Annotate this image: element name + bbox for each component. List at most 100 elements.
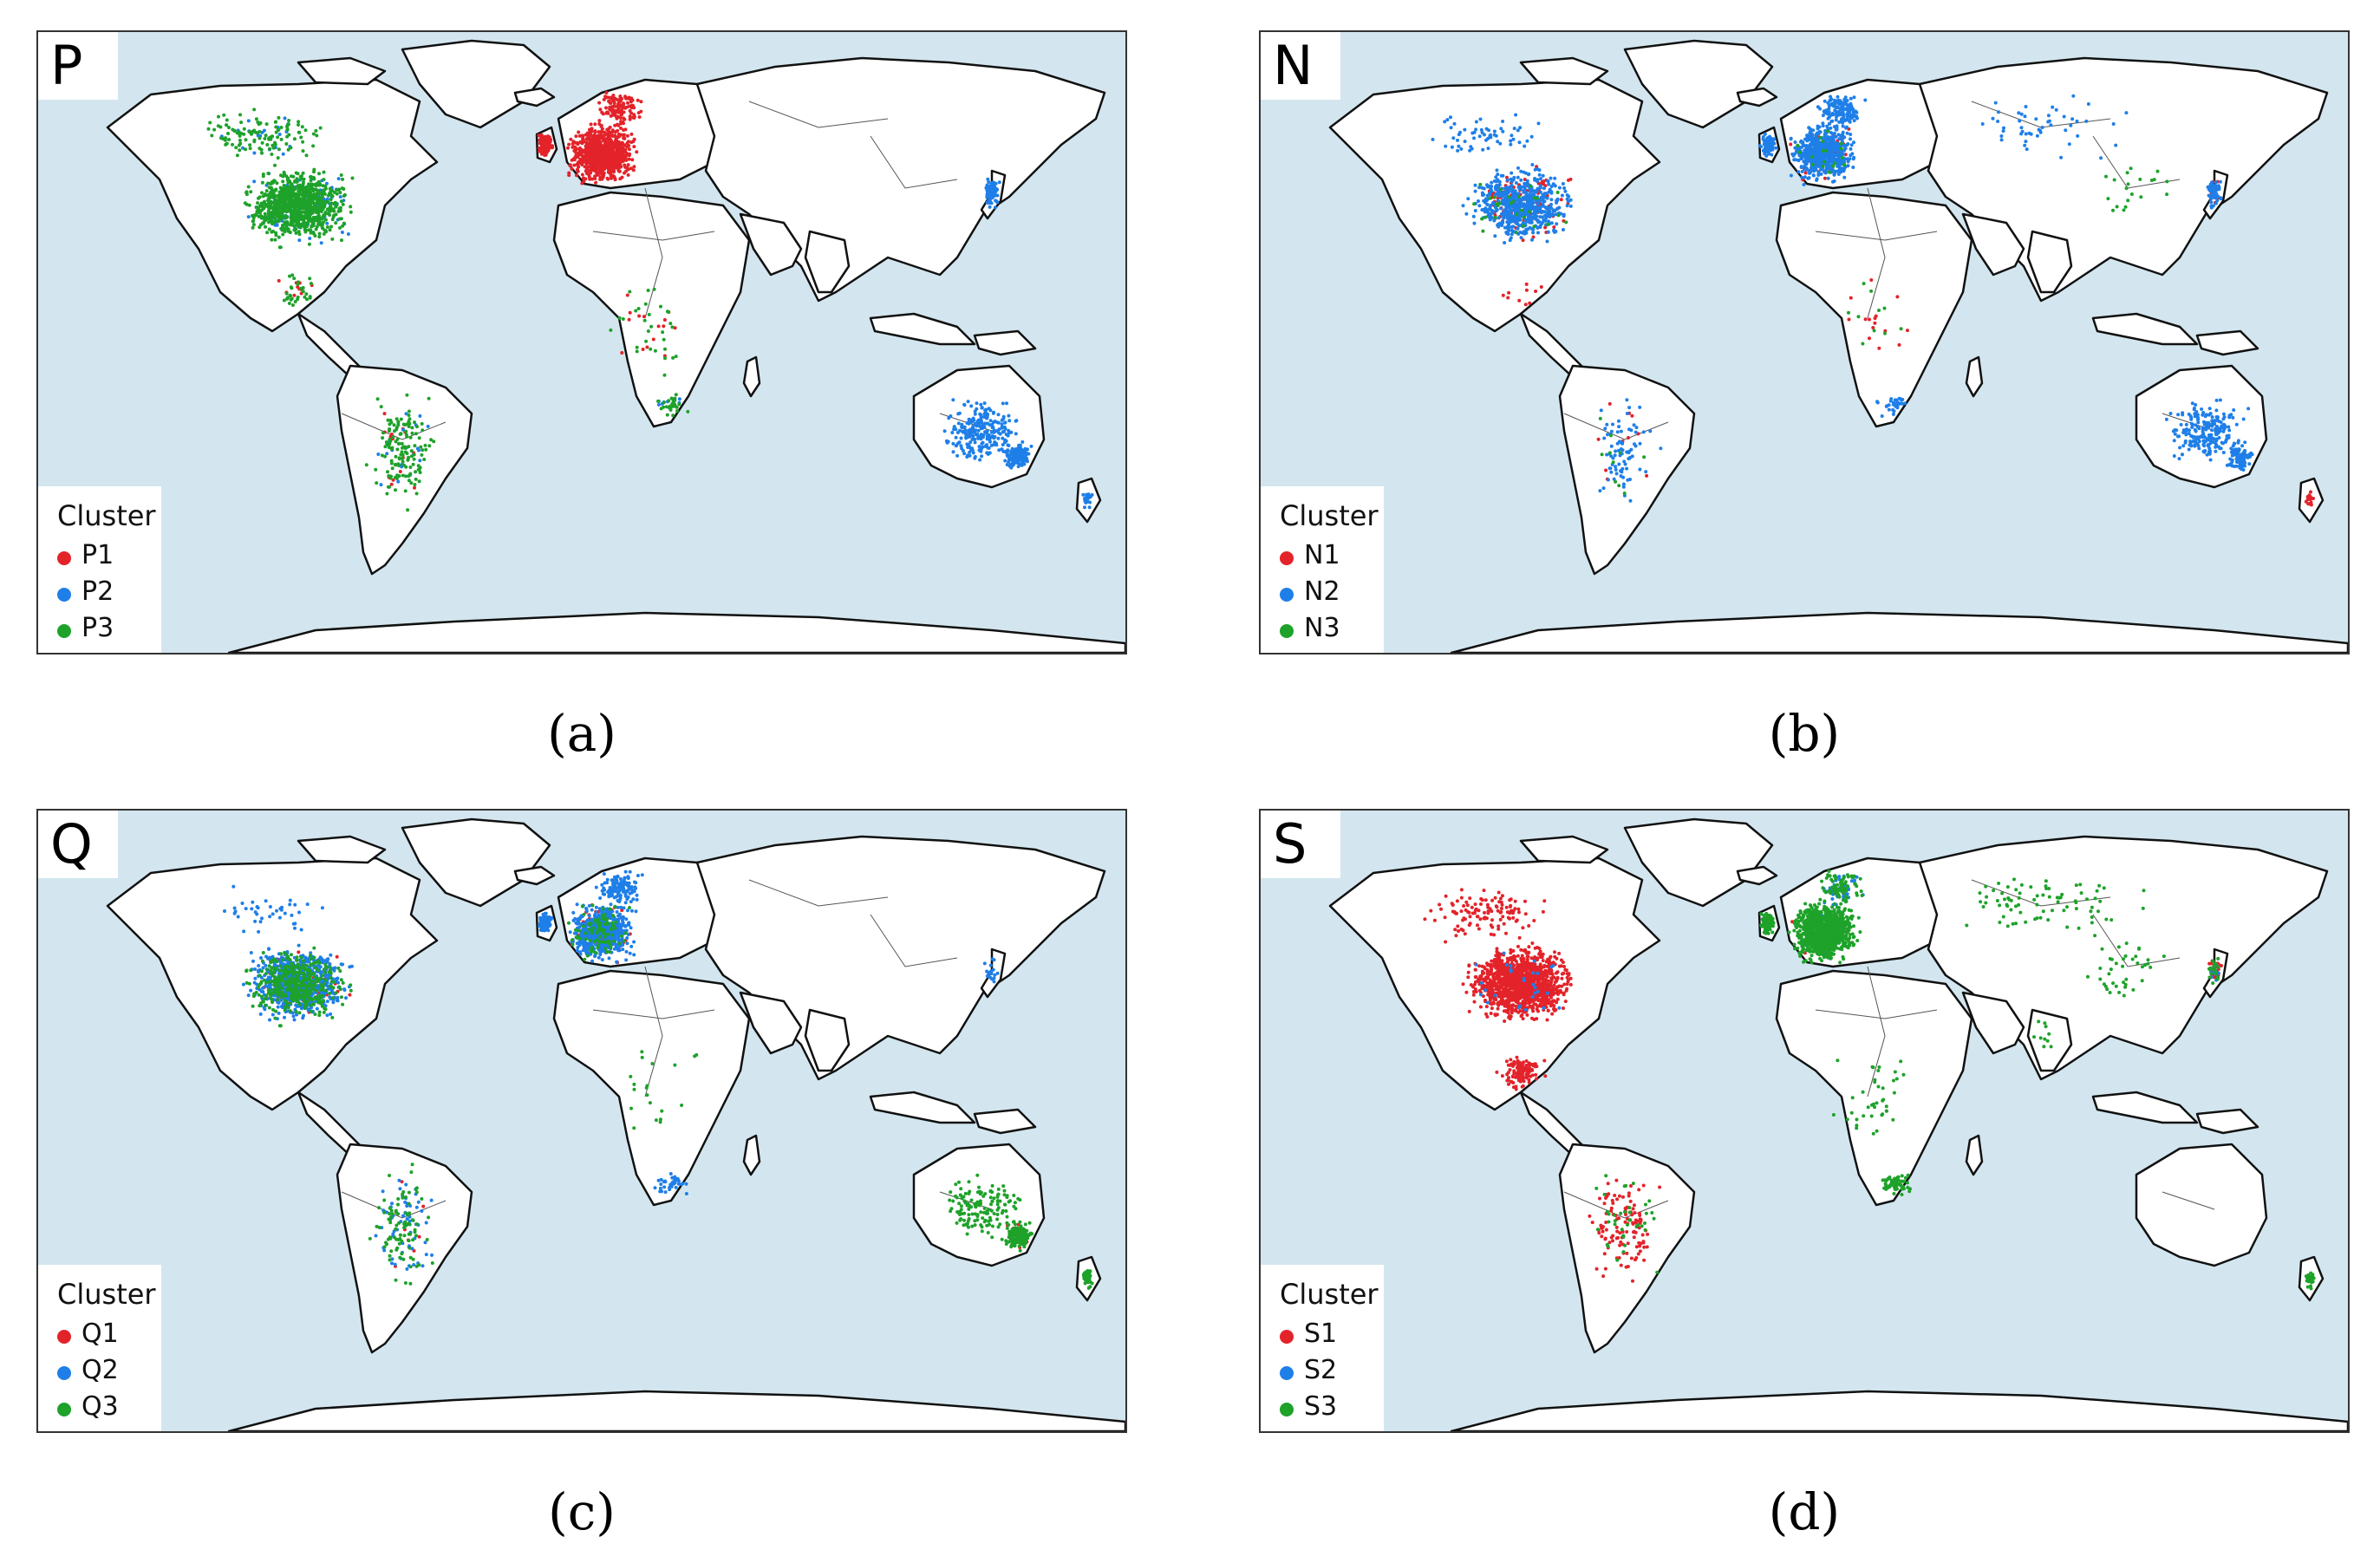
station-dot [584, 144, 588, 148]
station-dot [1841, 109, 1845, 114]
station-dot [1847, 118, 1850, 122]
station-dot [1819, 172, 1823, 176]
station-dot [1841, 152, 1845, 156]
station-dot [635, 349, 639, 354]
station-dot [594, 180, 598, 185]
station-dot [662, 318, 667, 322]
station-dot [312, 177, 316, 181]
land-south-america [336, 364, 473, 576]
station-dot [628, 117, 632, 121]
station-dot [582, 160, 585, 164]
station-dot [610, 156, 614, 160]
station-dot [304, 153, 309, 158]
station-dot [339, 199, 343, 204]
station-dot [316, 180, 321, 185]
station-dot [246, 119, 251, 123]
station-dot [338, 191, 342, 195]
station-dot [259, 147, 264, 152]
station-dot [614, 166, 618, 170]
station-dot [616, 123, 621, 127]
station-dot [1803, 144, 1807, 148]
station-dot [1547, 190, 1551, 194]
station-dot [292, 293, 297, 297]
station-dot [987, 180, 991, 184]
station-dot [1507, 229, 1511, 232]
station-dot [249, 190, 253, 194]
station-dot [612, 101, 616, 105]
station-dot [621, 317, 625, 321]
station-dot [590, 157, 595, 161]
station-dot [2312, 497, 2315, 500]
station-dot [1521, 221, 1525, 225]
station-dot [956, 412, 961, 416]
station-dot [1513, 189, 1517, 193]
station-dot [584, 169, 588, 173]
station-dot [1007, 428, 1011, 433]
station-dot [251, 223, 256, 227]
station-dot [264, 122, 269, 127]
station-dot [1829, 98, 1833, 102]
station-dot [623, 117, 627, 121]
station-dot [581, 140, 585, 144]
station-dot [980, 454, 984, 459]
station-dot [1480, 191, 1484, 195]
station-dot [389, 482, 394, 486]
station-dot [612, 166, 616, 170]
station-dot [297, 230, 301, 234]
station-dot [216, 124, 220, 128]
station-dot [419, 445, 423, 449]
station-dot [569, 137, 573, 141]
station-dot [389, 459, 394, 463]
station-dot [1496, 222, 1501, 226]
station-dot [1803, 171, 1808, 175]
station-dot [1542, 210, 1547, 214]
station-dot [290, 211, 294, 215]
station-dot [961, 429, 965, 433]
station-dot [289, 215, 293, 219]
station-dot [320, 225, 324, 230]
station-dot [1514, 181, 1518, 185]
station-dot [616, 107, 620, 112]
station-dot [1518, 212, 1523, 216]
station-dot [314, 187, 318, 192]
station-dot [1537, 168, 1542, 173]
station-dot [1024, 451, 1028, 455]
station-dot [268, 206, 272, 211]
station-dot [595, 155, 599, 160]
station-dot [329, 225, 333, 229]
station-dot [227, 126, 231, 130]
station-dot [597, 101, 602, 105]
station-dot [322, 205, 326, 209]
station-dot [260, 180, 264, 185]
station-dot [287, 302, 291, 305]
station-dot [1539, 195, 1543, 199]
station-dot [310, 223, 315, 227]
station-dot [309, 228, 313, 232]
station-dot [391, 435, 395, 440]
station-dot [417, 467, 421, 472]
station-dot [622, 128, 626, 132]
station-dot [1796, 158, 1801, 162]
station-dot [403, 450, 408, 454]
station-dot [1796, 170, 1801, 174]
station-dot [978, 435, 982, 440]
station-dot [969, 447, 973, 452]
station-dot [1007, 444, 1011, 447]
station-dot [1761, 137, 1765, 141]
station-dot [598, 107, 603, 112]
station-dot [349, 210, 353, 214]
station-dot [942, 429, 947, 433]
station-dot [1538, 215, 1542, 219]
station-dot [305, 199, 310, 202]
station-dot [597, 122, 602, 126]
station-dot [299, 210, 303, 214]
station-dot [296, 295, 300, 299]
station-dot [1551, 182, 1555, 186]
station-dot [997, 180, 1001, 185]
station-dot [1007, 419, 1012, 423]
station-dot [580, 173, 584, 177]
station-dot [1022, 449, 1026, 453]
station-dot [950, 431, 955, 434]
station-dot [417, 448, 421, 453]
station-dot [311, 132, 316, 136]
